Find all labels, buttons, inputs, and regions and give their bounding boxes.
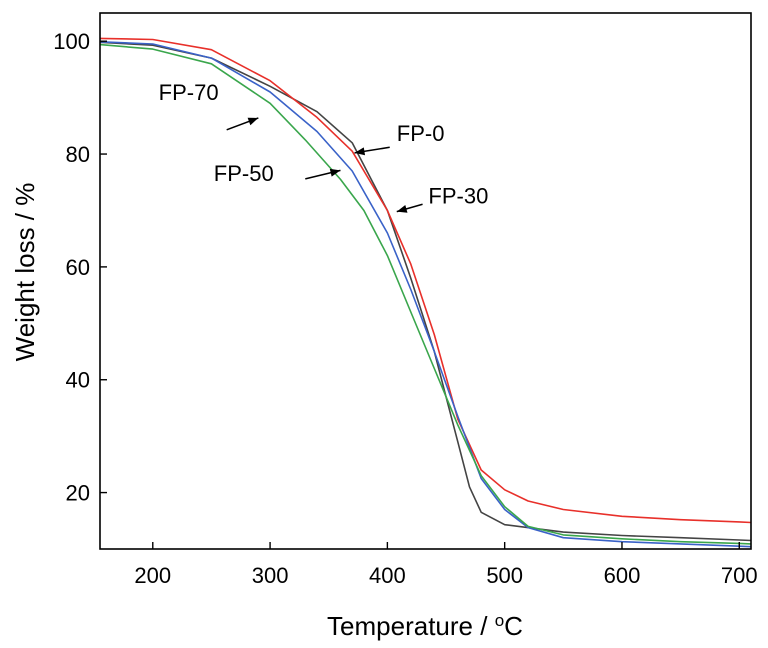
annotation-layer: FP-70 FP-0 FP-50 FP-30 bbox=[159, 80, 488, 213]
tick-layer: 200 300 400 500 600 700 20 40 60 80 100 bbox=[53, 29, 757, 588]
x-tick-label: 300 bbox=[252, 563, 289, 588]
x-tick-label: 200 bbox=[134, 563, 171, 588]
plot-frame bbox=[99, 12, 752, 550]
y-tick-label: 40 bbox=[66, 368, 90, 393]
x-tick-label: 400 bbox=[369, 563, 406, 588]
annotation-arrowhead bbox=[354, 147, 366, 156]
y-axis-title: Weight loss / % bbox=[10, 183, 40, 362]
series-line-fp-70 bbox=[99, 43, 752, 545]
series-line-fp-0 bbox=[99, 41, 752, 542]
x-tick-label: 600 bbox=[604, 563, 641, 588]
series-layer bbox=[99, 37, 752, 548]
x-tick-label: 700 bbox=[721, 563, 758, 588]
annotation-label-fp-70: FP-70 bbox=[159, 80, 219, 105]
annotation-label-fp-50: FP-50 bbox=[214, 161, 274, 186]
y-tick-label: 20 bbox=[66, 481, 90, 506]
annotation-arrowhead bbox=[247, 117, 259, 126]
y-tick-label: 60 bbox=[66, 255, 90, 280]
annotation-arrowhead bbox=[396, 205, 408, 213]
y-tick-label: 100 bbox=[53, 29, 90, 54]
x-axis-title: Temperature / oC bbox=[327, 611, 523, 642]
annotation-label-fp-30: FP-30 bbox=[428, 184, 488, 209]
annotation-arrowhead bbox=[329, 168, 341, 177]
series-line-fp-30 bbox=[99, 37, 752, 524]
series-line-fp-50 bbox=[99, 41, 752, 548]
annotation-label-fp-0: FP-0 bbox=[397, 121, 445, 146]
y-tick-label: 80 bbox=[66, 142, 90, 167]
x-tick-label: 500 bbox=[486, 563, 523, 588]
